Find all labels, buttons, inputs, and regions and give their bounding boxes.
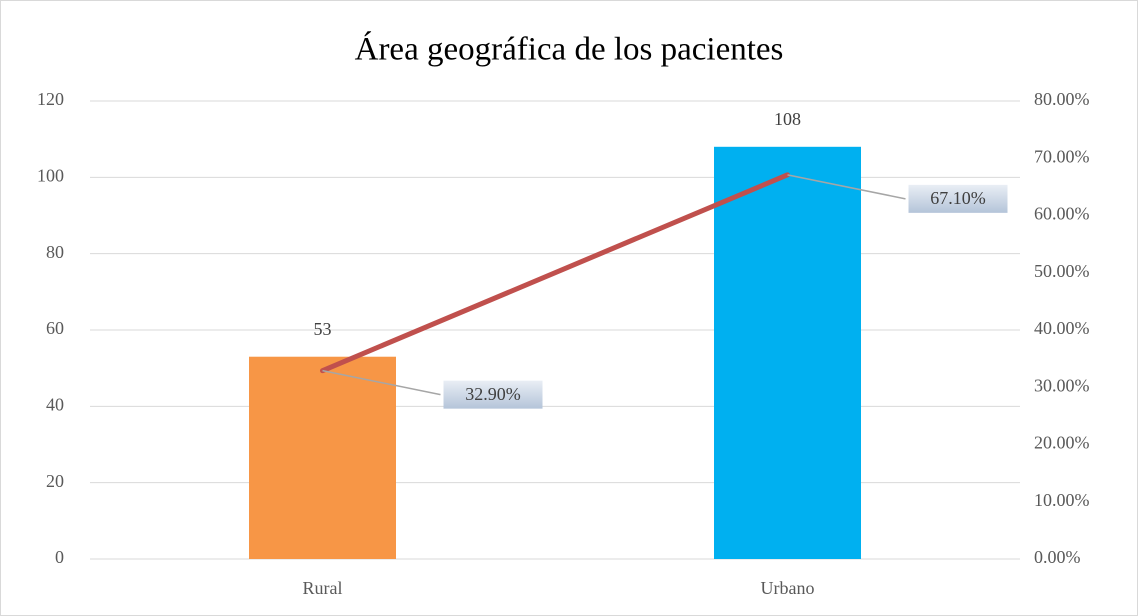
label-box xyxy=(443,380,543,409)
y2-tick-label: 70.00% xyxy=(1034,146,1090,166)
y-tick-label: 60 xyxy=(46,318,64,338)
y-tick-label: 0 xyxy=(55,547,64,567)
y2-tick-label: 30.00% xyxy=(1034,375,1090,395)
y-tick-label: 80 xyxy=(46,242,64,262)
y-tick-label: 20 xyxy=(46,471,64,491)
line-label: 67.10% xyxy=(930,188,986,208)
y2-tick-label: 40.00% xyxy=(1034,318,1090,338)
line xyxy=(320,172,790,374)
bar xyxy=(249,356,396,559)
leader-line xyxy=(787,174,906,200)
bar xyxy=(714,146,861,560)
y2-tick-label: 10.00% xyxy=(1034,490,1090,510)
y2-tick-label: 50.00% xyxy=(1034,261,1090,281)
x-tick-label: Urbano xyxy=(761,578,815,598)
y-tick-label: 40 xyxy=(46,394,64,414)
y2-tick-label: 80.00% xyxy=(1034,89,1090,109)
y2-tick-label: 60.00% xyxy=(1034,204,1090,224)
chart-title: Área geográfica de los pacientes xyxy=(355,31,784,68)
bar-label: 108 xyxy=(774,109,801,129)
line-label: 32.90% xyxy=(465,384,521,404)
y-tick-label: 120 xyxy=(37,89,64,109)
label-box xyxy=(908,184,1008,213)
leader-line xyxy=(322,369,441,396)
bar-label: 53 xyxy=(314,319,332,339)
y2-tick-label: 20.00% xyxy=(1034,433,1090,453)
y-tick-label: 100 xyxy=(37,165,64,185)
x-tick-label: Rural xyxy=(303,578,343,598)
y2-tick-label: 0.00% xyxy=(1034,547,1081,567)
